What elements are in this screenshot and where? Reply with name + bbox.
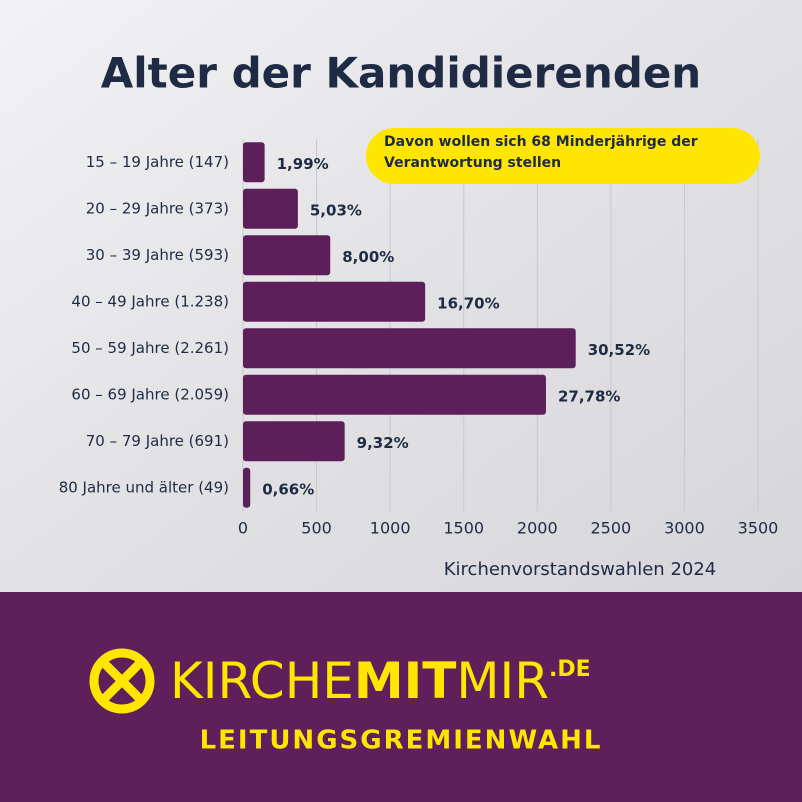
bar [243, 188, 298, 229]
x-tick-label: 3500 [738, 519, 779, 538]
data-label: 27,78% [558, 387, 620, 405]
data-label: 16,70% [437, 294, 499, 312]
data-label: 1,99% [277, 155, 329, 173]
data-label: 9,32% [357, 434, 409, 452]
annotation: Davon wollen sich 68 Minderjährige der V… [384, 134, 698, 171]
chart-title: Alter der Kandidierenden [101, 49, 701, 98]
x-tick-label: 1500 [443, 519, 484, 538]
bar [243, 235, 331, 276]
bar [243, 467, 251, 508]
logo-part: KIRCHE [170, 652, 354, 710]
logo-icon [89, 648, 155, 714]
logo-part: MIT [354, 652, 456, 710]
bar [243, 142, 265, 183]
data-label: 0,66% [262, 480, 314, 498]
y-tick-label: 60 – 69 Jahre (2.059) [71, 385, 229, 403]
annotation-box [366, 128, 760, 184]
logo-part: MIR [456, 652, 549, 710]
data-label: 30,52% [588, 341, 650, 359]
bar [243, 281, 426, 322]
bar [243, 421, 345, 462]
y-tick-label: 70 – 79 Jahre (691) [86, 432, 229, 450]
x-tick-label: 0 [238, 519, 248, 538]
logo-suffix: .DE [549, 657, 591, 682]
bar [243, 328, 576, 369]
footer-subtitle: LEITUNGSGREMIENWAHL [200, 726, 603, 756]
x-tick-label: 2000 [517, 519, 558, 538]
annotation-text: Davon wollen sich 68 Minderjährige der V… [384, 134, 698, 171]
x-tick-label: 1000 [370, 519, 411, 538]
x-tick-label: 500 [301, 519, 332, 538]
data-label: 5,03% [310, 201, 362, 219]
logo-text: KIRCHEMITMIR.DE [170, 652, 591, 710]
y-tick-label: 15 – 19 Jahre (147) [86, 153, 229, 171]
y-tick-label: 20 – 29 Jahre (373) [86, 199, 229, 217]
y-tick-label: 80 Jahre und älter (49) [59, 478, 229, 496]
y-tick-label: 30 – 39 Jahre (593) [86, 246, 229, 264]
y-tick-label: 50 – 59 Jahre (2.261) [71, 339, 229, 357]
x-tick-label: 3000 [664, 519, 705, 538]
x-tick-label: 2500 [590, 519, 631, 538]
plot: 0 500 1000 1500 2000 2500 3000 3500 15 – 19 Jahr… [59, 139, 779, 538]
data-label: 8,00% [342, 248, 394, 266]
y-tick-label: 40 – 49 Jahre (1.238) [71, 292, 229, 310]
bar [243, 374, 546, 415]
caption: Kirchenvorstandswahlen 2024 [444, 559, 717, 580]
